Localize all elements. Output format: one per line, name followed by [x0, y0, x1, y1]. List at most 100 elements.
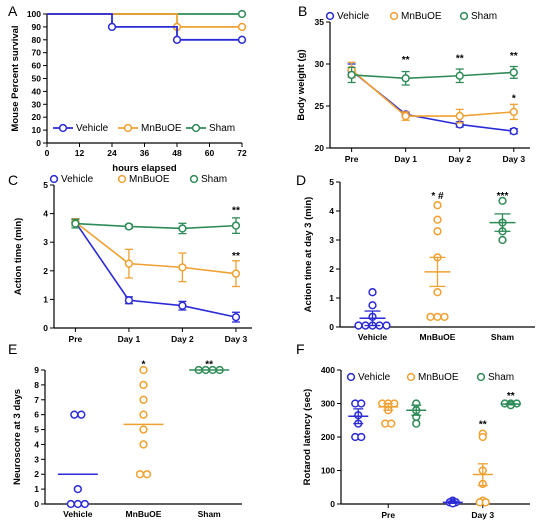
x-tick-label: MnBuOE	[126, 509, 162, 519]
legend-label-sham: Sham	[201, 174, 227, 185]
point-sham	[412, 419, 421, 428]
point-mnbuoe	[178, 263, 187, 272]
point-vehicle	[354, 321, 363, 330]
x-tick-label: Sham	[491, 332, 515, 342]
legend-marker-mnbuoe	[406, 372, 416, 382]
point-sham	[124, 222, 134, 231]
point-vehicle	[70, 410, 79, 419]
y-tick-label: 300	[321, 399, 335, 409]
x-tick-label: 12	[75, 148, 85, 158]
panel-e: E 0 1 2 3 4 5 6 7 8 9 Neuroscore at 3 days Vehicle Mn…	[8, 341, 242, 519]
legend-marker-sham	[476, 372, 486, 382]
y-tick-label: 60	[32, 61, 42, 71]
point-vehicle	[368, 301, 377, 310]
point-mnbuoe	[433, 312, 442, 322]
point-sham	[401, 74, 410, 83]
point-vehicle	[107, 22, 117, 32]
y-tick-label: 200	[321, 432, 335, 442]
point-mnbuoe	[478, 432, 487, 442]
y-tick-label: 7	[34, 395, 39, 405]
point-vehicle	[172, 35, 182, 44]
point-vehicle	[80, 499, 89, 509]
y-tick-label: 40	[32, 86, 42, 96]
point-vehicle	[231, 312, 241, 322]
y-tick-label: 2	[329, 264, 334, 274]
point-vehicle	[73, 484, 82, 494]
x-tick-label: Vehicle	[63, 509, 93, 519]
y-tick-label: 90	[32, 22, 42, 32]
y-tick-label: 0	[43, 323, 48, 333]
point-mnbuoe	[433, 288, 442, 297]
point-mnbuoe	[433, 227, 442, 236]
y-axis-label: Neuroscore at 3 days	[12, 389, 23, 485]
point-mnbuoe	[135, 470, 145, 479]
point-sham	[498, 196, 507, 206]
y-tick-label: 0	[34, 499, 39, 509]
point-mnbuoe	[124, 259, 134, 268]
y-tick-label: 50	[32, 74, 42, 84]
legend-label-vehicle: Vehicle	[358, 372, 391, 383]
point-mnbuoe	[139, 440, 148, 449]
point-mnbuoe	[387, 419, 396, 428]
y-tick-label: 20	[315, 143, 325, 153]
significance-label: **	[232, 251, 240, 262]
point-vehicle	[357, 399, 366, 408]
point-mnbuoe	[231, 269, 241, 278]
significance-label: **	[205, 359, 213, 370]
legend-label-mnbuoe: MnBuOE	[129, 174, 170, 185]
point-sham	[71, 219, 80, 228]
point-mnbuoe	[426, 312, 435, 322]
legend-label-vehicle: Vehicle	[61, 174, 94, 185]
point-vehicle	[237, 35, 247, 44]
panel-letter: D	[296, 172, 306, 188]
panel-f: F 0 100 200 300 400 Rotarod latency (sec) Pre Da…	[296, 341, 530, 520]
y-tick-label: 100	[321, 466, 335, 476]
y-tick-label: 2	[43, 266, 48, 276]
series-line-mnbuoe	[74, 221, 237, 275]
x-tick-label: 24	[107, 148, 117, 158]
x-tick-label: Sham	[198, 509, 222, 519]
legend-label-mnbuoe: MnBuOE	[418, 372, 459, 383]
panel-c: C 0 1 2 3 4 5 Action time (min) Pre Day 1 Day 2 Day…	[8, 172, 252, 344]
significance-label: **	[479, 420, 487, 431]
point-sham	[231, 221, 241, 230]
x-tick-label: Day 1	[118, 334, 141, 344]
y-tick-label: 70	[32, 48, 42, 58]
x-tick-label: Day 2	[171, 334, 194, 344]
point-mnbuoe	[139, 410, 148, 419]
legend-marker-sham	[189, 174, 199, 184]
legend-marker-sham	[191, 123, 201, 133]
legend-marker-vehicle	[49, 174, 59, 184]
y-tick-label: 100	[27, 9, 41, 19]
significance-label: ***	[497, 191, 509, 202]
legend-marker-mnbuoe	[117, 174, 127, 184]
point-mnbuoe	[139, 365, 148, 375]
significance-label: **	[402, 55, 410, 66]
point-vehicle	[178, 301, 187, 310]
legend-marker-vehicle	[58, 123, 68, 133]
y-tick-label: 5	[43, 180, 48, 190]
series-line-sham	[351, 71, 514, 80]
panel-letter: E	[8, 341, 17, 357]
y-tick-label: 400	[321, 365, 335, 375]
x-tick-label: Day 3	[471, 510, 494, 520]
point-mnbuoe	[509, 107, 518, 117]
y-tick-label: 4	[329, 206, 334, 216]
x-tick-label: Vehicle	[358, 332, 388, 342]
x-tick-label: 0	[45, 148, 50, 158]
legend-label-vehicle: Vehicle	[337, 11, 370, 22]
point-mnbuoe	[139, 380, 148, 390]
series-line-vehicle	[74, 221, 237, 318]
y-tick-label: 1	[34, 484, 39, 494]
x-tick-label: 36	[140, 148, 150, 158]
y-tick-label: 4	[34, 439, 39, 449]
panel-letter: A	[8, 3, 18, 19]
panel-d: D 0 1 2 3 4 5 Action time at day 3 (min) Vehicle…	[296, 172, 535, 342]
y-tick-label: 10	[32, 125, 42, 135]
significance-label: *	[512, 94, 516, 105]
y-tick-label: 35	[315, 17, 325, 27]
point-sham	[237, 9, 247, 19]
x-tick-label: Pre	[381, 510, 395, 520]
y-tick-label: 5	[34, 425, 39, 435]
